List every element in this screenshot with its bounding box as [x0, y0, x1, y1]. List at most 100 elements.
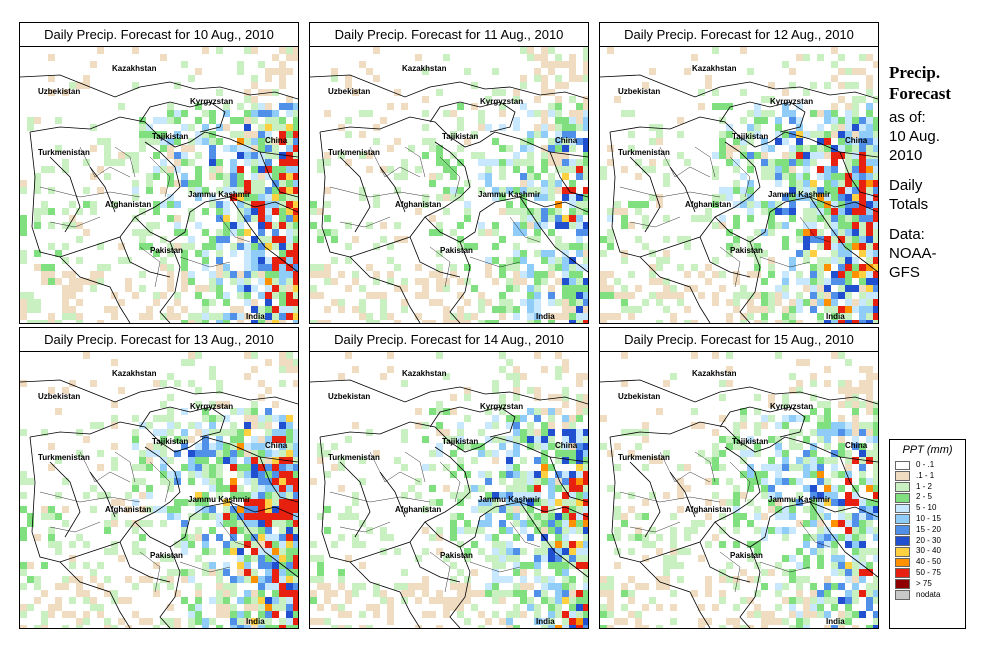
legend-swatch	[895, 514, 910, 525]
legend-entry: 50 - 75	[890, 568, 965, 579]
forecast-panel: Daily Precip. Forecast for 10 Aug., 2010…	[19, 22, 299, 324]
panel-title: Daily Precip. Forecast for 12 Aug., 2010	[599, 22, 879, 46]
country-label: Uzbekistan	[328, 392, 370, 401]
legend-label: 0 - .1	[916, 460, 935, 469]
country-label: Afghanistan	[685, 505, 731, 514]
country-label: India	[536, 617, 555, 626]
country-label: Turkmenistan	[38, 453, 90, 462]
country-label: Uzbekistan	[328, 87, 370, 96]
precip-map: Kazakhstan Uzbekistan Kyrgyzstan Tajikistan…	[309, 351, 589, 629]
country-label: Afghanistan	[105, 200, 151, 209]
panel-title: Daily Precip. Forecast for 15 Aug., 2010	[599, 327, 879, 351]
legend-entry: 0 - .1	[890, 460, 965, 471]
country-label: Tajikistan	[152, 132, 188, 141]
legend-label: nodata	[916, 589, 941, 599]
legend-title: PPT (mm)	[902, 444, 953, 456]
legend-label: 5 - 10	[916, 503, 937, 513]
country-label: Kyrgyzstan	[770, 97, 813, 106]
daily-line1: Daily	[889, 177, 923, 194]
legend-entry: 10 - 15	[890, 514, 965, 525]
country-label: Afghanistan	[395, 200, 441, 209]
data-line2: NOAA-	[889, 245, 937, 262]
panel-title: Daily Precip. Forecast for 14 Aug., 2010	[309, 327, 589, 351]
country-label: China	[845, 136, 868, 145]
country-label: Uzbekistan	[618, 392, 660, 401]
country-label: India	[246, 312, 265, 321]
legend-label: 10 - 15	[916, 513, 941, 523]
legend-entry: nodata	[890, 590, 965, 601]
legend-swatch	[895, 579, 910, 590]
country-label: Kazakhstan	[692, 369, 737, 378]
country-label: China	[845, 441, 868, 450]
legend-entry: .1 - 1	[890, 471, 965, 482]
legend-label: 50 - 75	[916, 567, 941, 577]
country-label: Afghanistan	[395, 505, 441, 514]
country-label: India	[826, 312, 845, 321]
country-label: Kazakhstan	[402, 369, 447, 378]
country-label: China	[265, 441, 288, 450]
country-label: Kyrgyzstan	[480, 402, 523, 411]
country-label: Tajikistan	[442, 132, 478, 141]
country-label: Kazakhstan	[112, 369, 157, 378]
country-label: India	[536, 312, 555, 321]
asof-line3: 2010	[889, 147, 923, 164]
legend-entry: 1 - 2	[890, 482, 965, 493]
legend-swatch	[895, 557, 910, 568]
country-label: Tajikistan	[442, 437, 478, 446]
legend-swatch	[895, 525, 910, 536]
country-label: Jammu Kashmir	[478, 190, 540, 199]
country-label: China	[555, 441, 578, 450]
daily-line2: Totals	[889, 196, 929, 213]
legend-label: 40 - 50	[916, 557, 941, 567]
country-label: Jammu Kashmir	[188, 190, 250, 199]
legend-entry: 40 - 50	[890, 557, 965, 568]
forecast-info: Precip. Forecast as of: 10 Aug. 2010 Dai…	[889, 62, 981, 282]
data-line3: GFS	[889, 264, 920, 281]
forecast-panel: Daily Precip. Forecast for 14 Aug., 2010…	[309, 327, 589, 629]
legend-entry: 20 - 30	[890, 536, 965, 547]
country-label: Turkmenistan	[618, 148, 670, 157]
legend-entry: 2 - 5	[890, 492, 965, 503]
country-label: Pakistan	[730, 246, 763, 255]
legend-swatch	[895, 536, 910, 546]
country-label: Pakistan	[730, 551, 763, 560]
legend-label: .1 - 1	[916, 470, 935, 480]
legend-entry: 30 - 40	[890, 546, 965, 557]
country-label: Turkmenistan	[328, 148, 380, 157]
legend-label: 15 - 20	[916, 524, 941, 534]
country-label: Pakistan	[440, 551, 473, 560]
precip-map: Kazakhstan Uzbekistan Kyrgyzstan Tajikistan…	[309, 46, 589, 324]
country-label: Turkmenistan	[328, 453, 380, 462]
legend-swatch	[895, 590, 910, 600]
legend-swatch	[895, 546, 910, 557]
precip-map: Kazakhstan Uzbekistan Kyrgyzstan Tajikistan…	[599, 46, 879, 324]
legend-swatch	[895, 482, 910, 492]
country-label: Kazakhstan	[402, 64, 447, 73]
country-label: Uzbekistan	[38, 392, 80, 401]
data-line1: Data:	[889, 226, 925, 243]
legend-swatch	[895, 460, 910, 471]
country-label: Pakistan	[150, 551, 183, 560]
forecast-panel: Daily Precip. Forecast for 12 Aug., 2010…	[599, 22, 879, 324]
legend-label: 20 - 30	[916, 535, 941, 545]
country-label: Jammu Kashmir	[478, 495, 540, 504]
forecast-panel: Daily Precip. Forecast for 11 Aug., 2010…	[309, 22, 589, 324]
legend-swatch	[895, 568, 910, 579]
legend-swatch	[895, 492, 910, 503]
country-label: India	[246, 617, 265, 626]
country-label: Afghanistan	[685, 200, 731, 209]
country-label: Kyrgyzstan	[480, 97, 523, 106]
country-label: Kyrgyzstan	[190, 97, 233, 106]
country-label: Tajikistan	[152, 437, 188, 446]
legend-label: 1 - 2	[916, 481, 933, 491]
legend-label: 30 - 40	[916, 546, 941, 556]
side-title-line1: Precip.	[889, 63, 941, 82]
country-label: Turkmenistan	[618, 453, 670, 462]
panel-title: Daily Precip. Forecast for 11 Aug., 2010	[309, 22, 589, 46]
legend-swatch	[895, 503, 910, 514]
country-label: Tajikistan	[732, 437, 768, 446]
country-label: Jammu Kashmir	[768, 495, 830, 504]
country-label: Kazakhstan	[692, 64, 737, 73]
country-label: Kazakhstan	[112, 64, 157, 73]
